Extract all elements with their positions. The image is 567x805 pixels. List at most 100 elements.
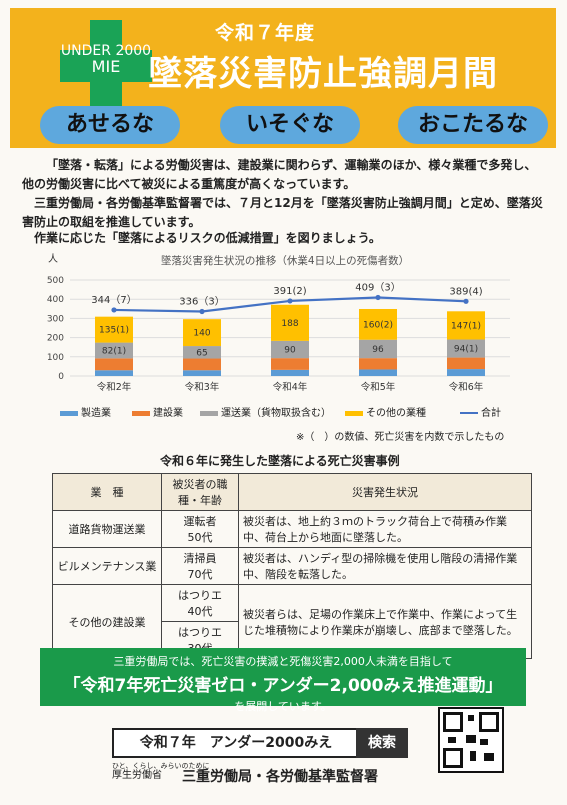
y-tick-label: 400 [47, 295, 64, 305]
bar-segment [183, 358, 221, 371]
legend-label: 合計 [481, 408, 501, 419]
bar-segment [271, 304, 309, 341]
case-description: 被災者らは、足場の作業床上で作業中、作業によって生じた堆積物により作業床が崩壊し… [238, 584, 532, 659]
bar-segment [183, 370, 221, 376]
x-tick-label: 令和6年 [449, 381, 484, 393]
legend-item: 運送業（貨物取扱含む） [200, 404, 331, 419]
bar-segment [271, 340, 309, 359]
legend-label: 建設業 [153, 408, 183, 419]
legend-label: 運送業（貨物取扱含む） [221, 408, 331, 419]
legend-item: 合計 [460, 404, 501, 419]
table-row: その他の建設業 はつりエ 40代 被災者らは、足場の作業床上で作業中、作業によって… [52, 584, 532, 659]
intro-paragraph-2: 三重労働局・各労働基準監督署では、７月と12月を「墜落災害防止強調月間」と定め、… [22, 196, 543, 229]
bar-segment [447, 369, 485, 376]
bar-segment [95, 316, 133, 343]
bar-segment [447, 311, 485, 340]
total-value-label: 389(4) [449, 286, 482, 297]
intro-paragraph-3: 作業に応じた「墜落によるリスクの低減措置」を図りましょう。 [34, 231, 381, 245]
table-row: ビルメンテナンス業 清掃員 70代 被災者は、ハンディ型の掃除機を使用し階段の清掃… [52, 547, 532, 585]
bar-segment [271, 369, 309, 376]
case-job-age: 運転者 50代 [161, 510, 239, 548]
case-industry: 道路貨物運送業 [52, 510, 162, 548]
campaign-name: 「令和7年死亡災害ゼロ・アンダー2,000みえ推進運動」 [63, 676, 503, 696]
ministry-logo: ひと、くらし、みらいのために 厚生労働省 [112, 762, 210, 781]
total-value-label: 391(2) [273, 286, 306, 297]
bar-value-label: 82(1) [102, 346, 126, 356]
fall-accident-chart: 墜落災害発生状況の推移（休業4日以上の死傷者数） 人 0 100 200 300 400 50… [47, 253, 510, 393]
legend-item: その他の業種 [345, 404, 426, 419]
total-point [287, 298, 293, 304]
case-industry: ビルメンテナンス業 [52, 547, 162, 585]
bar-value-label: 147(1) [451, 321, 481, 331]
total-point [199, 308, 205, 315]
header-industry: 業 種 [52, 473, 162, 511]
y-tick-label: 300 [47, 314, 64, 324]
bar-segment [359, 308, 397, 340]
search-button[interactable]: 検索 [356, 728, 408, 758]
bar-segment [447, 339, 485, 358]
header-job-age: 被災者の職種・年齢 [161, 473, 239, 511]
bar-segment [183, 319, 221, 347]
case-job-age: はつりエ 40代 [161, 584, 239, 622]
slogan-pill-3: おこたるな [398, 106, 548, 144]
total-point [375, 294, 381, 301]
legend-item: 製造業 [60, 404, 111, 419]
y-tick-label: 100 [47, 353, 64, 363]
legend-item: 建設業 [132, 404, 183, 419]
bar-segment [359, 339, 397, 359]
bar-segment [95, 342, 133, 359]
legend-swatch [460, 412, 478, 414]
bar-segment [447, 357, 485, 370]
bar-value-label: 160(2) [363, 320, 393, 330]
case-job-age: 清掃員 70代 [161, 547, 239, 585]
campaign-line-1: 三重労働局では、死亡災害の撲滅と死傷災害2,000人未満を目指して [113, 655, 453, 668]
campaign-year: 令和７年度 [215, 22, 316, 44]
case-description: 被災者は、地上約３ｍのトラック荷台上で荷積み作業中、荷台上から地面に墜落した。 [238, 510, 532, 548]
legend-swatch [60, 410, 78, 416]
y-tick-label: 200 [47, 334, 64, 344]
total-point [111, 307, 117, 313]
total-point [463, 298, 469, 304]
search-input[interactable]: 令和７年 アンダー2000みえ [112, 728, 360, 758]
bar-value-label: 65 [196, 348, 207, 358]
bar-value-label: 94(1) [454, 345, 478, 355]
legend-swatch [345, 410, 363, 416]
total-value-label: 336（3） [179, 295, 224, 307]
x-tick-label: 令和5年 [361, 381, 396, 393]
ministry-tagline: ひと、くらし、みらいのために [112, 762, 210, 770]
under-2000-logo-text: UNDER 2000 MIE [60, 43, 152, 76]
x-tick-label: 令和2年 [97, 381, 132, 393]
bar-segment [95, 370, 133, 376]
bar-value-label: 188 [281, 319, 298, 329]
bar-segment [271, 358, 309, 370]
legend-swatch [132, 410, 150, 416]
qr-code-icon[interactable] [438, 707, 504, 773]
campaign-line-3: を展開しています。 [234, 700, 332, 713]
chart-note: ※（ ）の数値、死亡災害を内数で示したもの [296, 432, 505, 443]
bar-value-label: 90 [284, 346, 296, 356]
bar-value-label: 140 [193, 329, 210, 339]
bar-segment [359, 358, 397, 370]
fatal-cases-table: 業 種 被災者の職種・年齢 災害発生状況 道路貨物運送業 運転者 50代 被災者は… [52, 473, 532, 659]
x-tick-label: 令和3年 [185, 381, 220, 393]
chart-title: 墜落災害発生状況の推移（休業4日以上の死傷者数） [161, 254, 409, 267]
table-row: 道路貨物運送業 運転者 50代 被災者は、地上約３ｍのトラック荷台上で荷積み作業中… [52, 510, 532, 548]
bar-segment [183, 346, 221, 359]
legend-label: 製造業 [81, 408, 111, 419]
cases-table-title: 令和６年に発生した墜落による死亡災害事例 [160, 454, 400, 468]
legend-label: その他の業種 [366, 408, 426, 419]
header-situation: 災害発生状況 [238, 473, 532, 511]
footer-organization: 三重労働局・各労働基準監督署 [182, 769, 378, 785]
y-tick-label: 0 [58, 372, 64, 382]
bar-segment [359, 369, 397, 376]
slogan-pill-1: あせるな [40, 106, 180, 144]
header-banner: UNDER 2000 MIE 令和７年度 墜落災害防止強調月間 あせるな いそぐ… [10, 8, 556, 148]
table-header-row: 業 種 被災者の職種・年齢 災害発生状況 [52, 473, 532, 511]
intro-paragraph-1: 「墜落・転落」による労働災害は、建設業に関わらず、運輸業のほか、様々業種で多発し… [22, 158, 537, 191]
case-description: 被災者は、ハンディ型の掃除機を使用し階段の清掃作業中、階段を転落した。 [238, 547, 532, 585]
bar-value-label: 135(1) [99, 326, 129, 336]
total-value-label: 409（3） [355, 281, 400, 293]
ministry-name: 厚生労働省 [112, 770, 162, 781]
bar-value-label: 96 [372, 345, 384, 355]
bar-segment [95, 358, 133, 371]
